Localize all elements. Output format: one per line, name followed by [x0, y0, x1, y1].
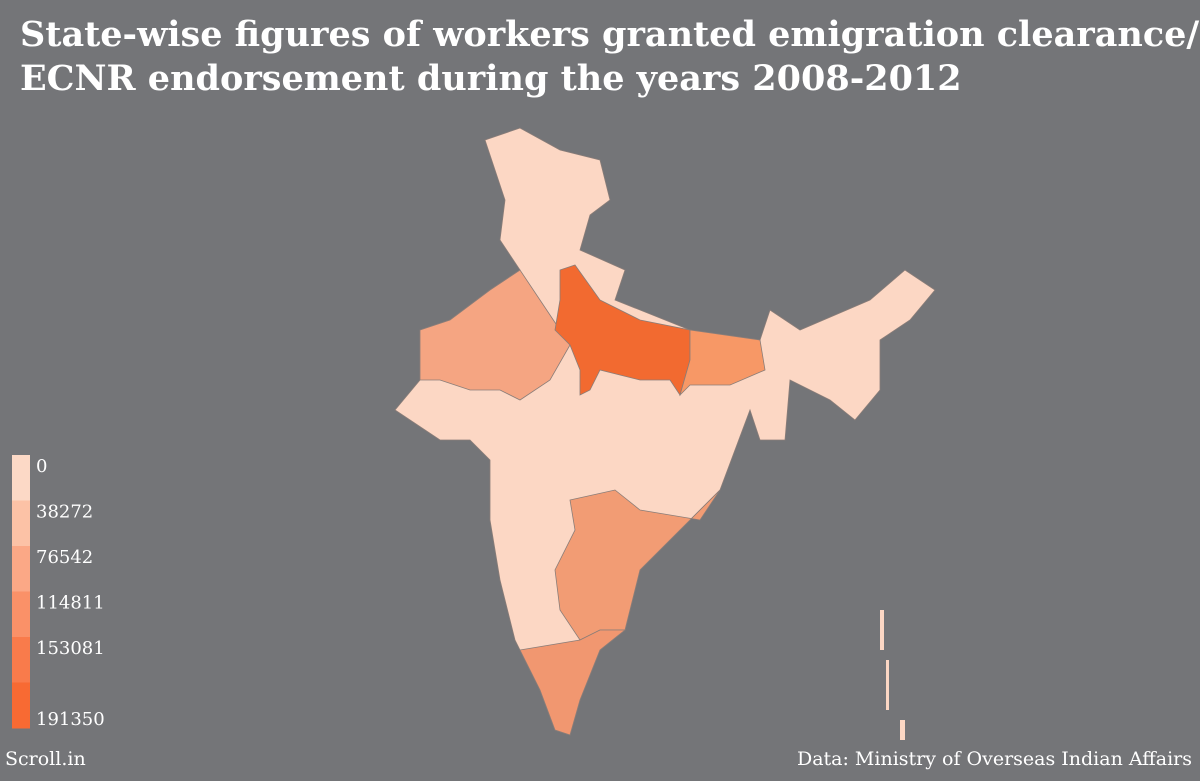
title-line: State-wise figures of workers granted em…	[20, 14, 1199, 55]
brand: Scroll.in	[5, 748, 86, 770]
legend: 0 38272 76542 114811 153081 191350	[12, 455, 105, 730]
legend-swatch	[12, 500, 30, 547]
rajasthan	[419, 269, 571, 401]
legend-label: 191350	[36, 709, 105, 730]
bihar	[679, 329, 766, 397]
islands	[880, 610, 884, 650]
legend-label: 114811	[36, 593, 105, 614]
islands	[900, 720, 905, 740]
uttar-pradesh	[554, 264, 691, 396]
legend-swatch	[12, 637, 30, 683]
legend-swatch	[12, 682, 30, 729]
legend-label: 76542	[36, 547, 93, 568]
andhra-pradesh	[554, 489, 721, 641]
legend-label: 0	[36, 456, 47, 477]
legend-swatch	[12, 591, 30, 638]
legend-label: 38272	[36, 502, 93, 523]
islands	[886, 660, 889, 710]
title-line: ECNR endorsement during the years 2008-2…	[20, 58, 962, 99]
legend-swatch	[12, 546, 30, 592]
country	[394, 127, 936, 736]
source: Data: Ministry of Overseas Indian Affair…	[797, 748, 1192, 770]
legend-label: 153081	[36, 638, 105, 659]
legend-swatch	[12, 455, 30, 501]
south-states	[519, 629, 627, 736]
india-map	[394, 127, 936, 740]
